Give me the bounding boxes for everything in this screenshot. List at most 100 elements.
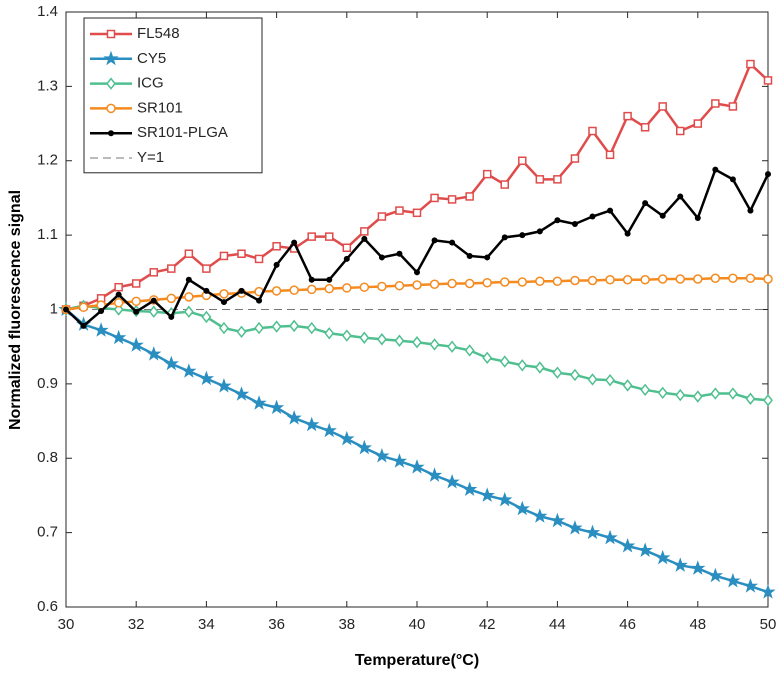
marker <box>201 310 212 324</box>
marker <box>729 176 736 183</box>
marker <box>414 269 420 276</box>
marker <box>725 572 741 588</box>
legend-box <box>83 17 263 174</box>
marker <box>324 283 334 294</box>
marker <box>519 232 526 239</box>
marker <box>602 529 618 545</box>
marker <box>567 520 583 535</box>
marker <box>465 192 474 201</box>
marker <box>202 264 211 273</box>
marker <box>184 249 194 258</box>
marker <box>306 284 317 295</box>
x-tick-label: 44 <box>549 616 566 633</box>
y-tick-label: 0.7 <box>37 524 58 541</box>
marker <box>395 206 404 215</box>
legend-marker <box>108 130 114 137</box>
marker <box>128 337 144 352</box>
marker <box>605 275 615 285</box>
marker <box>412 208 422 218</box>
marker <box>588 126 597 136</box>
marker <box>605 373 616 387</box>
marker <box>479 487 495 502</box>
marker <box>359 331 370 344</box>
marker <box>163 355 179 371</box>
marker <box>640 275 650 285</box>
marker <box>763 394 773 407</box>
marker <box>111 329 127 345</box>
legend-marker <box>106 103 116 114</box>
marker <box>655 549 671 565</box>
marker <box>657 386 668 400</box>
marker <box>624 230 631 237</box>
marker <box>482 351 493 365</box>
marker <box>619 537 636 553</box>
y-tick-label: 0.8 <box>37 449 58 466</box>
y-tick-label: 1.2 <box>37 152 58 169</box>
marker <box>760 584 776 599</box>
marker <box>765 171 771 178</box>
marker <box>342 283 352 293</box>
marker <box>149 268 158 277</box>
marker <box>623 111 632 121</box>
marker <box>589 213 596 220</box>
marker <box>694 215 701 222</box>
marker <box>728 102 738 111</box>
marker <box>642 200 649 207</box>
marker <box>518 156 527 165</box>
marker <box>676 126 685 136</box>
y-tick-label: 1.4 <box>37 3 58 20</box>
marker <box>268 399 285 415</box>
x-tick-label: 38 <box>338 616 355 633</box>
marker <box>98 307 105 314</box>
marker <box>464 344 475 357</box>
marker <box>499 355 510 368</box>
y-tick-label: 1 <box>50 300 58 317</box>
marker <box>429 338 440 351</box>
marker <box>133 308 140 315</box>
marker <box>183 305 194 318</box>
marker <box>377 212 387 221</box>
marker <box>429 279 440 289</box>
marker <box>745 273 756 284</box>
marker <box>570 154 580 163</box>
marker <box>690 560 706 575</box>
marker <box>219 289 229 299</box>
marker <box>304 416 320 432</box>
marker <box>306 321 317 335</box>
marker <box>325 232 334 241</box>
marker <box>256 297 263 304</box>
marker <box>449 239 456 246</box>
marker <box>622 379 633 392</box>
marker <box>727 387 738 400</box>
x-tick-label: 42 <box>479 616 496 633</box>
marker <box>219 251 229 261</box>
marker <box>742 578 759 593</box>
legend-label: SR101 <box>137 99 183 116</box>
marker <box>342 243 352 253</box>
marker <box>291 239 298 246</box>
marker <box>517 359 528 372</box>
marker <box>377 281 387 292</box>
marker <box>672 557 688 572</box>
marker <box>391 453 408 468</box>
marker <box>131 279 141 288</box>
marker <box>447 340 458 353</box>
marker <box>659 212 666 219</box>
marker <box>532 508 548 523</box>
legend-label: CY5 <box>137 50 166 67</box>
marker <box>412 336 422 349</box>
marker <box>553 175 562 184</box>
marker <box>233 386 250 401</box>
marker <box>746 59 755 69</box>
marker <box>605 150 615 160</box>
legend-label: Y=1 <box>137 149 164 166</box>
marker <box>430 193 439 203</box>
marker <box>462 481 478 496</box>
x-tick-label: 46 <box>619 616 636 633</box>
marker <box>307 232 316 241</box>
x-tick-label: 30 <box>58 616 75 633</box>
legend-marker <box>106 29 116 39</box>
marker <box>167 264 176 273</box>
marker <box>570 275 580 286</box>
marker <box>339 430 355 446</box>
